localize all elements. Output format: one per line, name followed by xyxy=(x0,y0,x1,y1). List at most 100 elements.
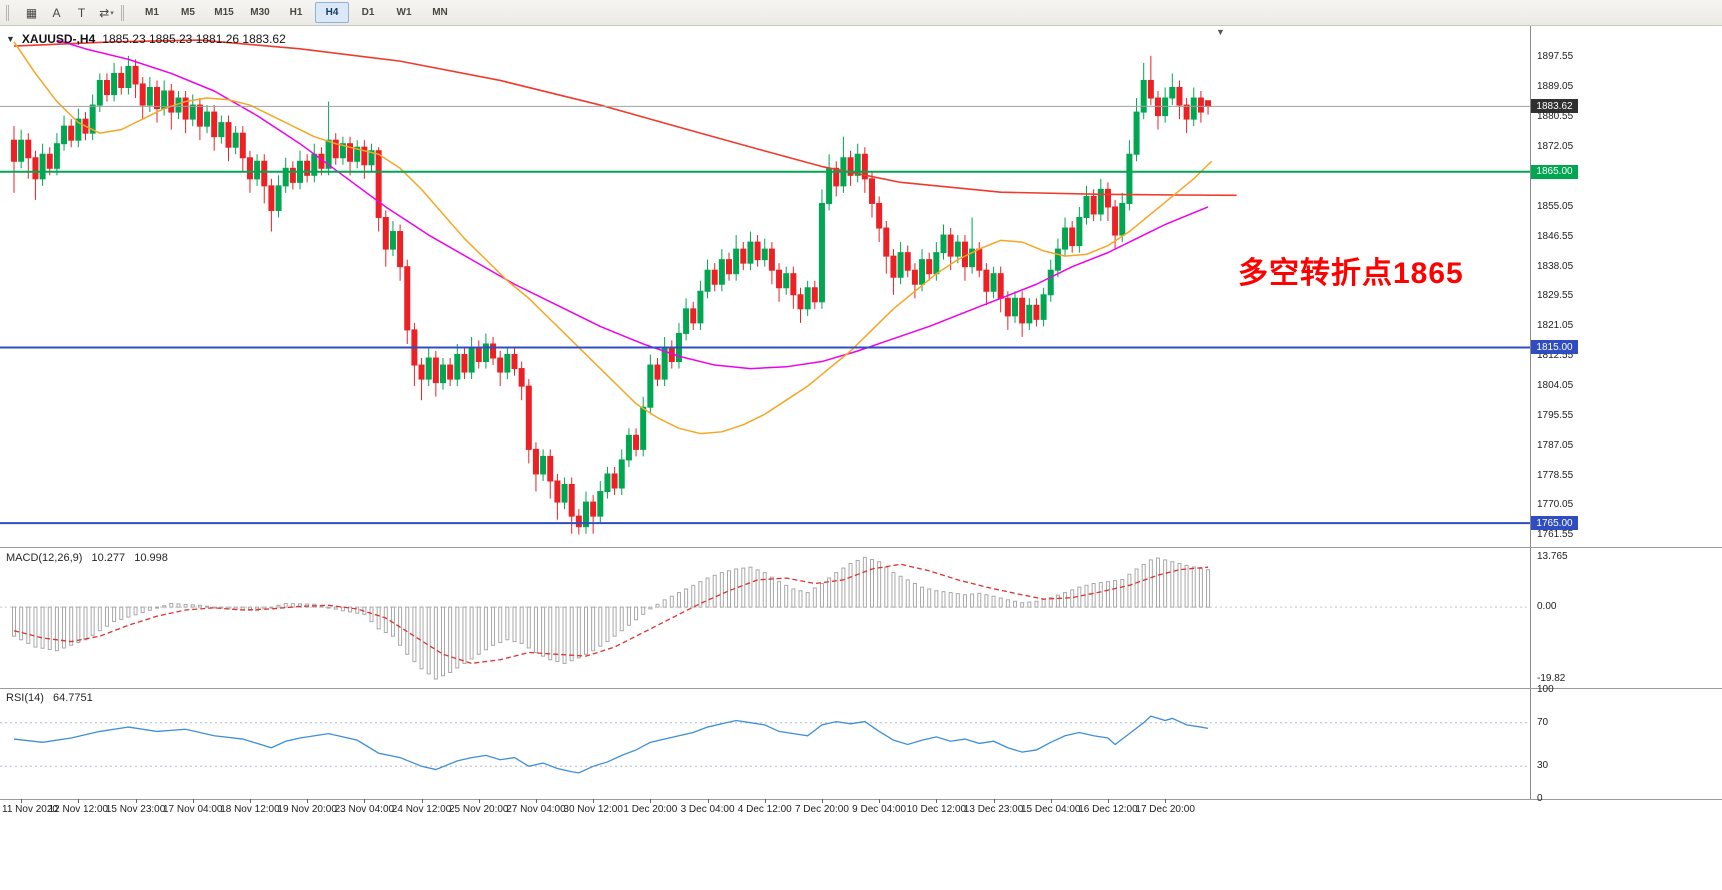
time-axis-tick xyxy=(1165,799,1167,803)
timeframe-button-mn[interactable]: MN xyxy=(432,7,448,18)
price-axis-label: 1761.55 xyxy=(1537,529,1574,541)
timeframe-button-m1[interactable]: M1 xyxy=(145,7,159,18)
time-axis-tick xyxy=(764,799,766,803)
cursor-tool-icon[interactable]: A xyxy=(52,5,61,20)
time-axis-tick xyxy=(192,799,194,803)
macd-axis-label: 13.765 xyxy=(1537,551,1568,563)
chart-title: ▼ XAUUSD-,H4 1885.23 1885.23 1881.26 188… xyxy=(6,32,286,46)
macd-name: MACD(12,26,9) xyxy=(6,552,83,564)
price-axis-label: 1855.05 xyxy=(1537,200,1574,212)
time-axis-label: 9 Dec 04:00 xyxy=(852,804,907,815)
level-lines-layer xyxy=(0,105,1530,525)
time-axis-tick xyxy=(478,799,480,803)
moving-averages-layer xyxy=(13,39,1237,435)
candlestick-layer xyxy=(11,55,1212,535)
time-axis-label: 23 Nov 04:00 xyxy=(334,804,395,815)
chart-annotation-text: 多空转折点1865 xyxy=(1238,257,1464,290)
time-axis-line xyxy=(0,799,1722,800)
price-axis-label: 1880.55 xyxy=(1537,111,1574,123)
chart-menu-icon[interactable]: ▼ xyxy=(6,34,15,44)
price-axis-label: 1770.05 xyxy=(1537,499,1574,511)
time-axis-tick xyxy=(78,799,80,803)
time-axis-tick xyxy=(936,799,938,803)
macd-axis-label: -19.82 xyxy=(1537,673,1566,685)
time-axis-label: 15 Nov 23:00 xyxy=(105,804,166,815)
macd-axis-label: 0.00 xyxy=(1537,601,1557,613)
toolbar-grip-2[interactable] xyxy=(121,4,128,21)
time-axis-label: 25 Nov 20:00 xyxy=(449,804,509,815)
time-axis-label: 7 Dec 20:00 xyxy=(794,804,849,815)
timeframe-button-d1[interactable]: D1 xyxy=(361,7,375,18)
rsi-value: 64.7751 xyxy=(52,692,93,704)
macd-layer xyxy=(0,556,1530,680)
time-axis-label: 15 Dec 04:00 xyxy=(1021,804,1081,815)
time-axis-tick xyxy=(421,799,423,803)
time-axis-label: 1 Dec 20:00 xyxy=(623,804,678,815)
text-tool-icon[interactable]: T xyxy=(77,5,86,20)
price-axis-label: 1787.05 xyxy=(1537,439,1574,451)
time-axis-label: 27 Nov 04:00 xyxy=(506,804,566,815)
timeframe-button-m5[interactable]: M5 xyxy=(181,7,195,18)
timeframe-button-m30[interactable]: M30 xyxy=(250,7,270,18)
time-axis-tick xyxy=(249,799,251,803)
time-axis-label: 30 Nov 12:00 xyxy=(563,804,623,815)
macd-value-signal: 10.998 xyxy=(134,552,168,564)
timeframe-button-m15[interactable]: M15 xyxy=(214,7,234,18)
price-axis-label: 1821.05 xyxy=(1537,320,1574,332)
time-axis-tick xyxy=(307,799,309,803)
rsi-axis-label: 0 xyxy=(1537,793,1543,804)
time-axis-label: 3 Dec 04:00 xyxy=(680,804,735,815)
rsi-name: RSI(14) xyxy=(6,692,44,704)
time-axis-tick xyxy=(821,799,823,803)
time-axis-label: 19 Nov 20:00 xyxy=(277,804,337,815)
timeframe-button-h4[interactable]: H4 xyxy=(315,2,349,23)
price-axis-label: 1872.05 xyxy=(1537,141,1574,153)
time-axis-label: 17 Nov 04:00 xyxy=(163,804,223,815)
timeframe-toolbar: M1 M5 M15 M30 H1 H4 D1 W1 MN xyxy=(134,2,458,23)
time-axis-label: 13 Dec 23:00 xyxy=(963,804,1024,815)
price-axis-label: 1838.05 xyxy=(1537,260,1574,272)
time-axis-label: 17 Dec 20:00 xyxy=(1135,804,1195,815)
price-axis-label: 1795.55 xyxy=(1537,409,1574,421)
ohlc-values: 1885.23 1885.23 1881.26 1883.62 xyxy=(102,32,286,46)
time-axis-label: 4 Dec 12:00 xyxy=(737,804,792,815)
time-axis-label: 10 Dec 12:00 xyxy=(906,804,967,815)
level-price-badge: 1865.00 xyxy=(1531,164,1578,179)
time-axis-tick xyxy=(993,799,995,803)
price-axis-border xyxy=(1530,26,1531,799)
time-axis-label: 12 Nov 12:00 xyxy=(48,804,109,815)
chart-window[interactable]: ▼ XAUUSD-,H4 1885.23 1885.23 1881.26 188… xyxy=(0,26,1722,890)
rsi-axis-label: 70 xyxy=(1537,716,1549,728)
price-axis-label: 1804.05 xyxy=(1537,379,1574,391)
time-axis-tick xyxy=(535,799,537,803)
charts-grid-icon[interactable]: ▦ xyxy=(25,5,38,20)
timeframe-button-w1[interactable]: W1 xyxy=(396,7,412,18)
time-axis-tick xyxy=(879,799,881,803)
price-axis-label: 1812.55 xyxy=(1537,350,1574,362)
price-axis-label: 1897.55 xyxy=(1537,51,1574,63)
chart-canvas[interactable] xyxy=(0,26,1722,890)
time-axis-tick xyxy=(650,799,652,803)
time-axis-tick xyxy=(364,799,366,803)
time-axis-label: 11 Nov 2020 xyxy=(2,804,58,815)
panel-separator-rsi[interactable] xyxy=(0,688,1722,689)
time-axis-tick xyxy=(1107,799,1109,803)
time-axis-tick xyxy=(707,799,709,803)
toolbar-grip[interactable] xyxy=(6,4,13,21)
rsi-axis-label: 30 xyxy=(1537,760,1549,772)
price-axis-label: 1829.55 xyxy=(1537,290,1574,302)
time-axis-label: 16 Dec 12:00 xyxy=(1078,804,1138,815)
level-price-badge: 1765.00 xyxy=(1531,516,1578,531)
panel-separator-macd[interactable] xyxy=(0,547,1722,548)
rsi-axis-label: 100 xyxy=(1537,684,1554,695)
price-axis-label: 1778.55 xyxy=(1537,469,1574,481)
price-axis-label: 1889.05 xyxy=(1537,81,1574,93)
level-price-badge: 1815.00 xyxy=(1531,340,1578,355)
price-axis-label: 1846.55 xyxy=(1537,230,1574,242)
symbol-switch-icon[interactable]: ⇄ ▾ xyxy=(99,5,114,20)
time-axis-tick xyxy=(593,799,595,803)
chart-shift-marker-icon: ▼ xyxy=(1216,27,1225,37)
time-axis-tick xyxy=(1050,799,1052,803)
symbol-period-label: XAUUSD-,H4 xyxy=(21,32,96,46)
timeframe-button-h1[interactable]: H1 xyxy=(289,7,303,18)
